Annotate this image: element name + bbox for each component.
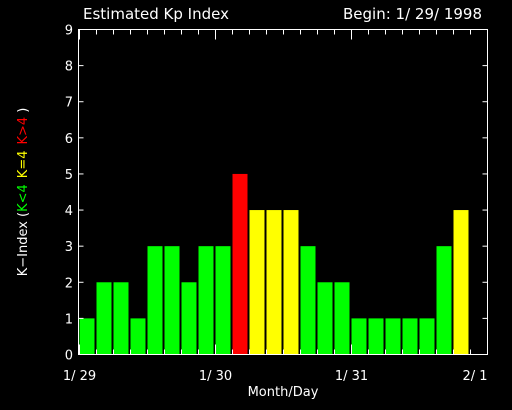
y-tick-label: 4 (65, 204, 73, 219)
y-tick-label: 7 (65, 96, 73, 111)
kp-bar (402, 318, 418, 355)
y-axis-label-prefix: K−Index ( (16, 212, 31, 276)
kp-bar (113, 282, 129, 355)
y-tick-label: 8 (65, 60, 73, 75)
kp-bar (147, 246, 163, 355)
y-tick-label: 6 (65, 132, 73, 147)
kp-bar (79, 318, 95, 355)
x-tick-label: 2/ 1 (462, 369, 487, 384)
chart-title: Estimated Kp Index (83, 5, 229, 23)
y-axis-label-high: K>4 (16, 117, 31, 145)
kp-bar (181, 282, 197, 355)
y-axis-label: K−Index (K<4 K=4 K>4) (16, 108, 31, 277)
y-tick-label: 9 (65, 24, 73, 39)
y-axis-label-mid: K=4 (16, 150, 31, 178)
x-axis-label: Month/Day (248, 385, 319, 400)
kp-bar (283, 210, 299, 355)
kp-bar (215, 246, 231, 355)
kp-bar (164, 246, 180, 355)
kp-bar (232, 173, 248, 355)
x-ticks: 1/ 29 1/ 30 1/ 31 2/ 1 (63, 29, 488, 384)
kp-bar (436, 246, 452, 355)
kp-bar (249, 210, 265, 355)
y-tick-label: 0 (65, 349, 73, 364)
bars-group (79, 173, 469, 355)
kp-bar (96, 282, 112, 355)
y-tick-label: 1 (65, 312, 73, 327)
y-tick-label: 2 (65, 276, 73, 291)
kp-bar (453, 210, 469, 355)
kp-bar (334, 282, 350, 355)
kp-bar (130, 318, 146, 355)
kp-bar (351, 318, 367, 355)
x-tick-label: 1/ 29 (63, 369, 96, 384)
y-tick-label: 5 (65, 168, 73, 183)
kp-bar (300, 246, 316, 355)
kp-bar (317, 282, 333, 355)
kp-bar (385, 318, 401, 355)
kp-bar (266, 210, 282, 355)
chart-subtitle: Begin: 1/ 29/ 1998 (343, 5, 482, 23)
x-tick-label: 1/ 30 (199, 369, 232, 384)
kp-bar (419, 318, 435, 355)
kp-bar (198, 246, 214, 355)
y-axis-label-low: K<4 (16, 184, 31, 212)
kp-bar (368, 318, 384, 355)
y-tick-label: 3 (65, 240, 73, 255)
y-ticks: 0 1 2 3 4 5 6 7 8 9 (65, 24, 488, 364)
x-tick-label: 1/ 31 (335, 369, 368, 384)
plot-frame (78, 29, 488, 355)
y-axis-label-suffix: ) (16, 108, 31, 113)
